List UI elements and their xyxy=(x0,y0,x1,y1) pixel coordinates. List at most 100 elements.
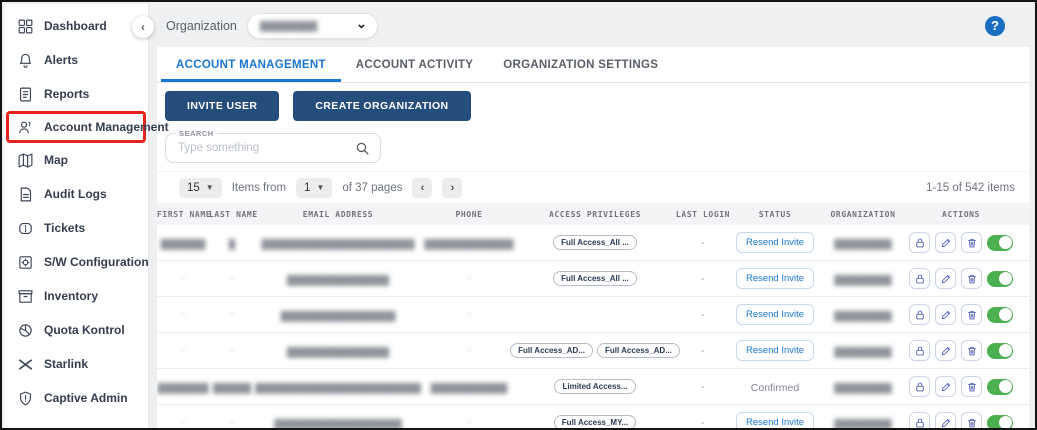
lock-icon[interactable] xyxy=(909,412,931,428)
organization-dropdown[interactable]: █████████ ⌄ xyxy=(246,12,378,39)
status-toggle[interactable] xyxy=(987,234,1013,251)
cell-first-name: - xyxy=(181,417,185,428)
sidebar-item-starlink[interactable]: Starlink xyxy=(4,347,148,381)
status-toggle[interactable] xyxy=(987,306,1013,323)
table-header: FIRST NAME LAST NAME EMAIL ADDRESS PHONE… xyxy=(157,203,1029,225)
edit-icon[interactable] xyxy=(935,268,957,289)
cell-email: ████████████████ xyxy=(286,346,390,357)
lock-icon[interactable] xyxy=(909,304,931,325)
cell-last-login: - xyxy=(701,344,705,357)
next-page-button[interactable]: › xyxy=(442,177,463,198)
caret-down-icon: ▼ xyxy=(205,183,214,192)
sidebar-item-reports[interactable]: Reports xyxy=(4,77,148,111)
status-toggle[interactable] xyxy=(987,378,1013,395)
lock-icon[interactable] xyxy=(909,376,931,397)
page-size-select[interactable]: 15 ▼ xyxy=(179,177,222,198)
resend-invite-button[interactable]: Resend Invite xyxy=(735,304,815,325)
resend-invite-button[interactable]: Resend Invite xyxy=(735,268,815,289)
delete-icon[interactable] xyxy=(961,268,983,289)
sidebar-item-tickets[interactable]: Tickets xyxy=(4,211,148,245)
page-number-select[interactable]: 1 ▼ xyxy=(296,177,333,198)
sidebar-item-audit-logs[interactable]: Audit Logs xyxy=(4,177,148,211)
cell-last-login: - xyxy=(701,236,705,249)
cell-email: ████████████████ xyxy=(286,274,390,285)
tab-organization-settings[interactable]: ORGANIZATION SETTINGS xyxy=(503,58,659,71)
previous-page-button[interactable]: ‹ xyxy=(412,177,433,198)
cell-phone: - xyxy=(467,273,471,284)
column-header-last-name: LAST NAME xyxy=(209,209,258,219)
delete-icon[interactable] xyxy=(961,340,983,361)
invite-user-button[interactable]: INVITE USER xyxy=(165,91,280,121)
edit-icon[interactable] xyxy=(935,304,957,325)
delete-icon[interactable] xyxy=(961,412,983,428)
cell-email: ████████████████████████ xyxy=(261,238,415,249)
resend-invite-button[interactable]: Resend Invite xyxy=(735,412,815,428)
column-header-phone: PHONE xyxy=(455,209,483,219)
table-row: - - ████████████████ - Full Access_All .… xyxy=(157,261,1029,297)
sidebar-item-label: Dashboard xyxy=(44,19,107,33)
organization-value-blurred: █████████ xyxy=(259,20,318,31)
cell-actions xyxy=(909,412,1013,428)
edit-icon[interactable] xyxy=(935,412,957,428)
resend-invite-button[interactable]: Resend Invite xyxy=(735,340,815,361)
manage-accounts-icon xyxy=(17,119,34,136)
search-input[interactable] xyxy=(166,142,355,154)
sidebar-item-map[interactable]: Map xyxy=(4,143,148,177)
cell-last-name: ██████ xyxy=(212,382,252,393)
sidebar-item-alerts[interactable]: Alerts xyxy=(4,43,148,77)
table-row: - - ██████████████████ - - Resend Invite… xyxy=(157,297,1029,333)
cell-email: ████████████████████ xyxy=(274,418,402,429)
column-header-status: STATUS xyxy=(758,209,792,219)
sidebar-item-quota-kontrol[interactable]: Quota Kontrol xyxy=(4,313,148,347)
status-toggle[interactable] xyxy=(987,270,1013,287)
sidebar-item-captive-admin[interactable]: Captive Admin xyxy=(4,381,148,415)
cell-first-name: - xyxy=(181,273,185,284)
create-organization-button[interactable]: CREATE ORGANIZATION xyxy=(293,91,471,121)
cell-organization: █████████ xyxy=(834,346,892,357)
toggle-knob xyxy=(998,236,1012,249)
column-header-actions: ACTIONS xyxy=(942,209,980,219)
sidebar-item-account-management[interactable]: Account Management xyxy=(6,111,169,143)
resend-invite-button[interactable]: Resend Invite xyxy=(735,232,815,253)
lock-icon[interactable] xyxy=(909,268,931,289)
delete-icon[interactable] xyxy=(961,304,983,325)
column-header-first-name: FIRST NAME xyxy=(157,209,212,219)
cell-last-name: - xyxy=(230,273,234,284)
status-toggle[interactable] xyxy=(987,414,1013,428)
cell-actions xyxy=(909,340,1013,361)
cell-last-login: - xyxy=(701,308,705,321)
cell-last-login: - xyxy=(701,272,705,285)
tab-account-activity[interactable]: ACCOUNT ACTIVITY xyxy=(355,58,474,71)
cell-last-name: █ xyxy=(228,238,236,249)
toggle-knob xyxy=(998,344,1012,357)
sidebar-item-dashboard[interactable]: Dashboard xyxy=(4,9,148,43)
privilege-chip: Full Access_AD... xyxy=(510,343,593,358)
tab-account-management[interactable]: ACCOUNT MANAGEMENT xyxy=(161,47,341,82)
lock-icon[interactable] xyxy=(909,232,931,253)
cell-first-name: - xyxy=(181,345,185,356)
status-toggle[interactable] xyxy=(987,342,1013,359)
chevron-left-icon: ‹ xyxy=(141,20,145,34)
sidebar-item-label: Reports xyxy=(44,87,90,101)
sidebar-item-inventory[interactable]: Inventory xyxy=(4,279,148,313)
edit-icon[interactable] xyxy=(935,376,957,397)
lock-icon[interactable] xyxy=(909,340,931,361)
sidebar-item-label: Captive Admin xyxy=(44,391,128,405)
edit-icon[interactable] xyxy=(935,232,957,253)
tab-bar: ACCOUNT MANAGEMENT ACCOUNT ACTIVITY ORGA… xyxy=(157,47,1029,83)
help-icon[interactable]: ? xyxy=(985,15,1005,36)
status-confirmed-label: Confirmed xyxy=(750,381,800,394)
delete-icon[interactable] xyxy=(961,376,983,397)
cell-actions xyxy=(909,232,1013,253)
search-icon[interactable] xyxy=(355,141,370,156)
column-header-access-privileges: ACCESS PRIVILEGES xyxy=(548,209,642,219)
cell-last-login: - xyxy=(701,416,705,429)
cell-last-login: - xyxy=(701,380,705,393)
cell-status: Resend Invite xyxy=(733,412,817,428)
sidebar-item-label: Tickets xyxy=(44,221,86,235)
sidebar-collapse-button[interactable]: ‹ xyxy=(132,16,154,38)
column-header-organization: ORGANIZATION xyxy=(830,209,896,219)
delete-icon[interactable] xyxy=(961,232,983,253)
sidebar-item-sw-configuration[interactable]: S/W Configuration xyxy=(4,245,149,279)
edit-icon[interactable] xyxy=(935,340,957,361)
